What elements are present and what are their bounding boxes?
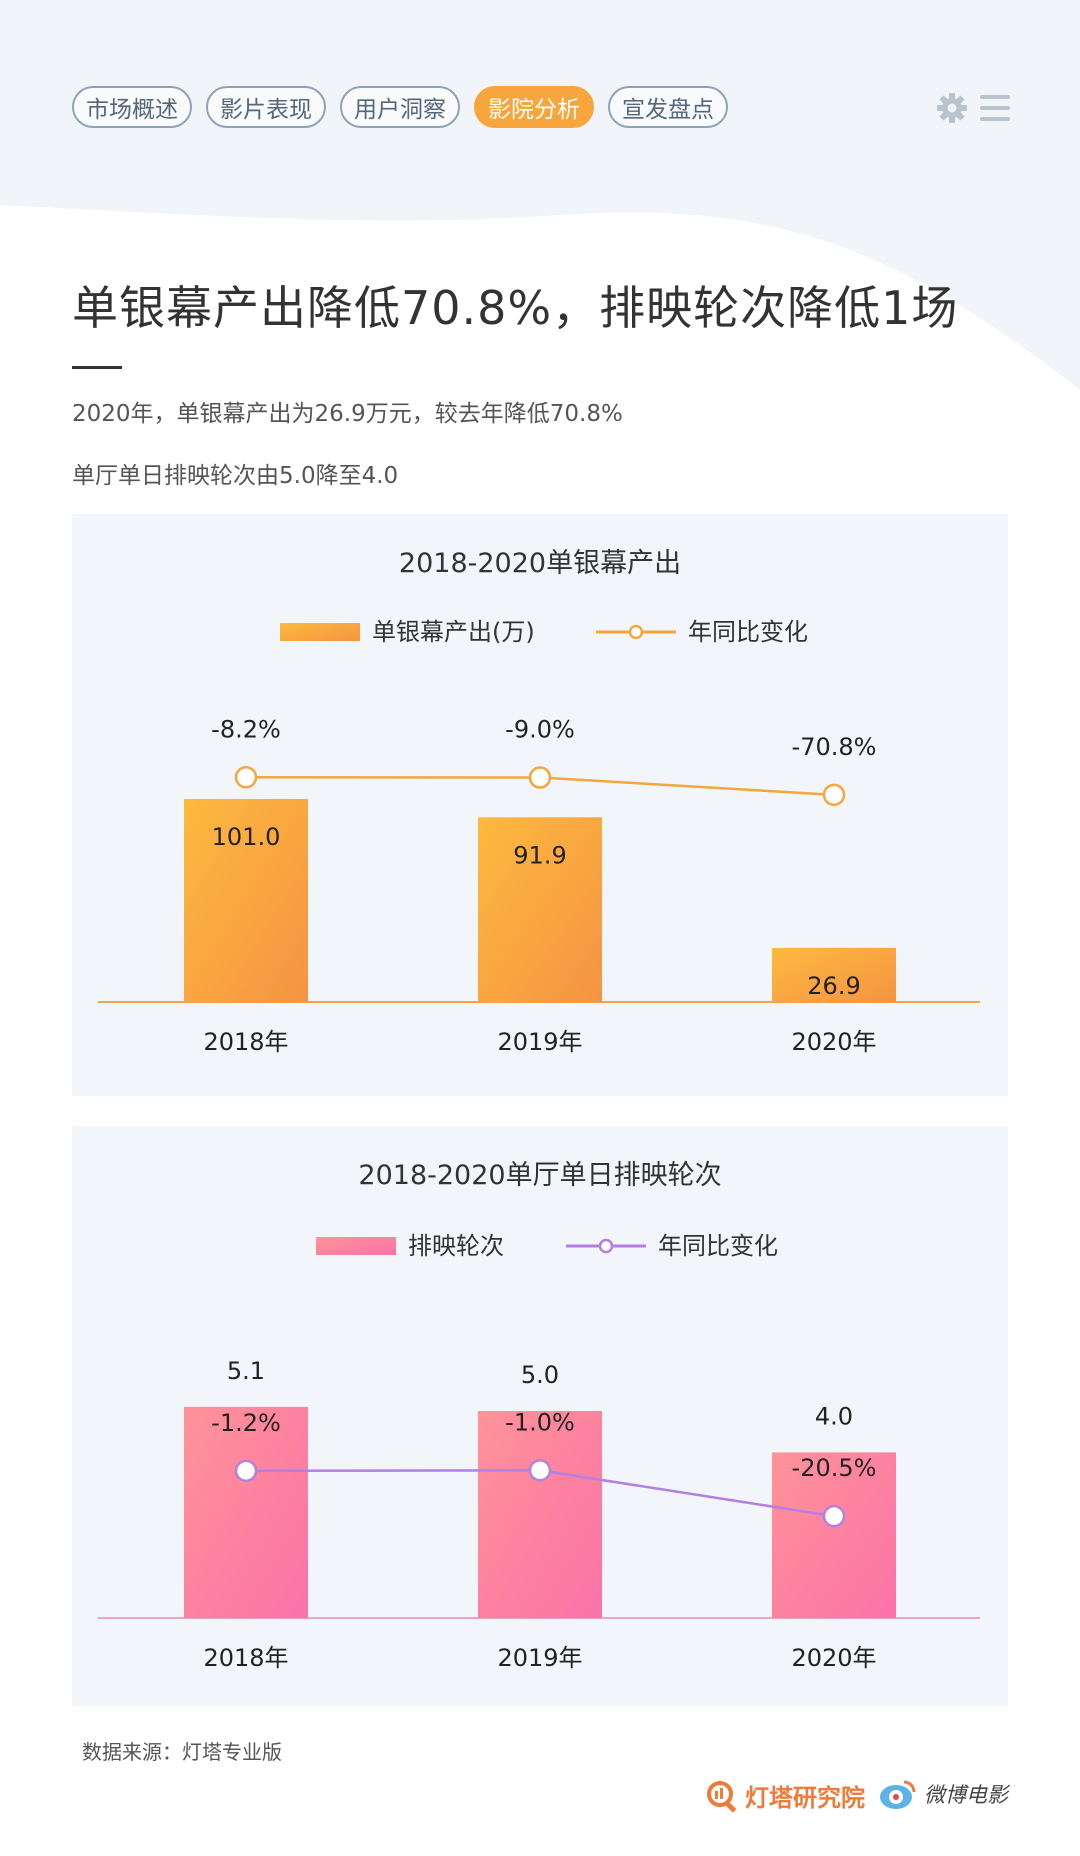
yoy-value-label: -8.2%: [211, 715, 281, 743]
bar-value-label: 26.9: [807, 972, 860, 1000]
yoy-point: [528, 1459, 552, 1482]
tab-user-insight[interactable]: 用户洞察: [340, 86, 460, 128]
yoy-point: [234, 766, 258, 789]
title-divider: [72, 366, 122, 369]
tab-film-performance[interactable]: 影片表现: [206, 86, 326, 128]
legend-bar-label: 排映轮次: [408, 1232, 504, 1260]
weibo-logo-icon: [880, 1780, 916, 1809]
x-tick-label: 2019年: [497, 1644, 582, 1672]
weibo-movie-brand: 微博电影: [878, 1778, 1008, 1810]
dengta-brand-label: 灯塔研究院: [745, 1784, 865, 1812]
bar-value-label: 5.1: [227, 1357, 265, 1385]
bar-value-label: 101.0: [212, 823, 281, 851]
legend-line-label: 年同比变化: [658, 1232, 778, 1260]
data-source-note: 数据来源：灯塔专业版: [82, 1740, 282, 1764]
bar-2020年: [772, 1452, 896, 1618]
legend-bar-swatch: [316, 1237, 396, 1255]
x-tick-label: 2018年: [203, 1028, 288, 1056]
chart-title: 2018-2020单厅单日排映轮次: [358, 1160, 721, 1191]
tab-promotion-review[interactable]: 宣发盘点: [608, 86, 728, 128]
subtitle-show-rounds: 单厅单日排映轮次由5.0降至4.0: [72, 463, 399, 489]
x-tick-label: 2018年: [203, 1644, 288, 1672]
tab-market-overview[interactable]: 市场概述: [72, 86, 192, 128]
yoy-point: [528, 766, 552, 789]
bar-value-label: 91.9: [513, 841, 566, 869]
x-tick-label: 2020年: [791, 1028, 876, 1056]
bar-2019年: [478, 817, 602, 1002]
nav-tabs: 市场概述 影片表现 用户洞察 影院分析 宣发盘点: [72, 86, 728, 128]
yoy-value-label: -70.8%: [792, 733, 877, 761]
tab-cinema-analysis[interactable]: 影院分析: [474, 86, 594, 128]
legend-line-label: 年同比变化: [688, 618, 808, 646]
gear-icon[interactable]: [936, 92, 968, 124]
yoy-value-label: -1.2%: [211, 1409, 281, 1437]
header-background: [0, 0, 1080, 390]
bar-2018年: [184, 798, 308, 1002]
page-title: 单银幕产出降低70.8%，排映轮次降低1场: [72, 281, 959, 335]
legend-line-marker: [628, 624, 644, 640]
weibo-brand-label: 微博电影: [924, 1783, 1008, 1807]
bar-2020年: [772, 947, 896, 1002]
yoy-value-label: -20.5%: [792, 1454, 877, 1482]
yoy-point: [234, 1459, 258, 1483]
legend-bar-label: 单银幕产出(万): [372, 618, 535, 646]
chart-panel-screen-output: 2018-2020单银幕产出单银幕产出(万) 年同比变化 101.0 2018年 91.…: [72, 514, 1008, 1096]
dengta-brand: 灯塔研究院: [705, 1778, 865, 1813]
bar-value-label: 5.0: [521, 1361, 559, 1389]
chart-panel-show-rounds: 2018-2020单厅单日排映轮次排映轮次 年同比变化 5.1 2018年 5.0 201…: [72, 1126, 1008, 1706]
bar-2018年: [184, 1406, 308, 1618]
yoy-value-label: -9.0%: [505, 716, 575, 744]
x-tick-label: 2020年: [791, 1644, 876, 1672]
dengta-logo-icon: [707, 1780, 737, 1813]
yoy-point: [822, 783, 846, 807]
bar-2019年: [478, 1411, 602, 1618]
legend-line-marker: [598, 1238, 614, 1254]
subtitle-screen-output: 2020年，单银幕产出为26.9万元，较去年降低70.8%: [72, 401, 623, 427]
legend-bar-swatch: [280, 623, 360, 641]
menu-icon[interactable]: [980, 94, 1010, 122]
yoy-value-label: -1.0%: [505, 1408, 575, 1436]
chart-title: 2018-2020单银幕产出: [399, 548, 681, 579]
x-tick-label: 2019年: [497, 1028, 582, 1056]
bar-value-label: 4.0: [815, 1402, 853, 1430]
yoy-point: [822, 1504, 846, 1528]
